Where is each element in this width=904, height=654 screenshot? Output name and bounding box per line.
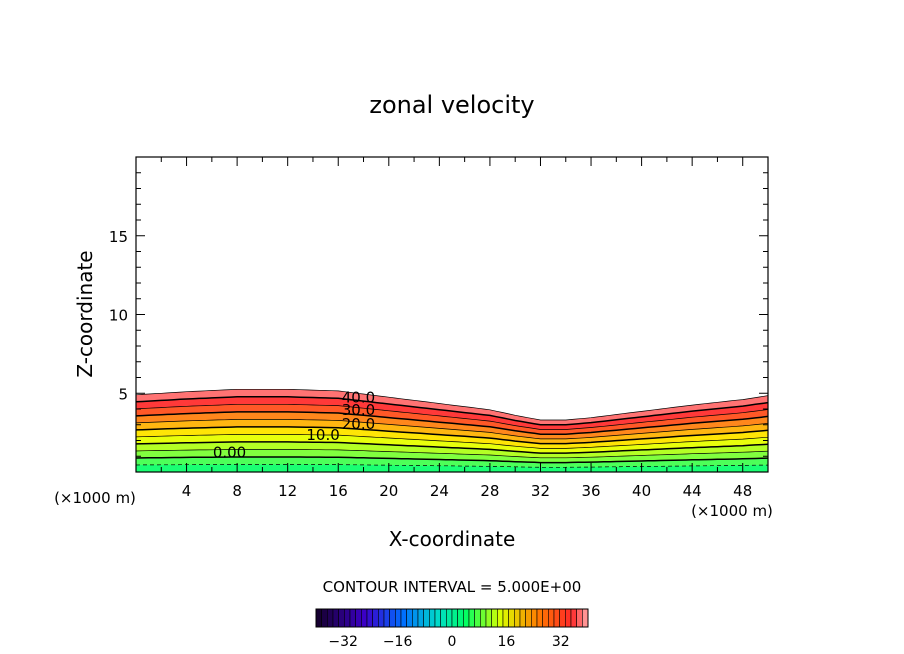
x-tick-label: 4 xyxy=(182,482,192,500)
colorbar-swatch xyxy=(491,608,498,628)
colorbar-swatch xyxy=(344,608,351,628)
colorbar-tick-label: −32 xyxy=(328,634,358,650)
colorbar-swatch xyxy=(389,608,396,628)
contour-labels: 40.030.020.010.0 0.00 xyxy=(213,388,375,461)
colorbar-swatch xyxy=(531,608,538,628)
contour-line xyxy=(136,456,768,464)
colorbar-swatch xyxy=(451,608,458,628)
colorbar-swatch xyxy=(553,608,560,628)
contour-line xyxy=(136,434,768,449)
y-tick-label: 10 xyxy=(109,307,128,325)
colorbar-swatch xyxy=(366,608,373,628)
colorbar-swatch xyxy=(361,608,368,628)
x-axis-label: X-coordinate xyxy=(389,527,516,551)
x-tick-label: 40 xyxy=(632,482,651,500)
colorbar-swatch xyxy=(536,608,543,628)
y-tick-label: 15 xyxy=(109,228,128,246)
contour-label: 0.00 xyxy=(213,444,246,462)
colorbar-swatch xyxy=(559,608,566,628)
x-unit-right: (×1000 m) xyxy=(691,502,773,520)
x-tick-label: 32 xyxy=(531,482,550,500)
colorbar-swatch xyxy=(576,608,583,628)
colorbar-labels: −32 −16 0 16 32 xyxy=(328,634,569,650)
colorbar-swatch xyxy=(446,608,453,628)
x-tick-label: 16 xyxy=(329,482,348,500)
contour-label: 30.0 xyxy=(342,401,375,419)
colorbar-swatch xyxy=(440,608,447,628)
y-axis: 5 10 15 xyxy=(109,172,768,457)
contour-band xyxy=(136,464,768,472)
colorbar-swatch xyxy=(355,608,362,628)
contour-line xyxy=(136,441,768,454)
colorbar-swatch xyxy=(457,608,464,628)
contour-line xyxy=(136,449,768,459)
colorbar-swatch xyxy=(434,608,441,628)
x-tick-label: 12 xyxy=(278,482,297,500)
colorbar-swatch xyxy=(502,608,509,628)
colorbar-swatch xyxy=(378,608,385,628)
contour-line xyxy=(136,396,768,426)
colorbar-swatch xyxy=(372,608,379,628)
colorbar-swatch xyxy=(332,608,339,628)
colorbar-swatch xyxy=(570,608,577,628)
colorbar-swatch xyxy=(485,608,492,628)
colorbar-swatch xyxy=(514,608,521,628)
colorbar-swatch xyxy=(429,608,436,628)
colorbar-swatch xyxy=(315,608,322,628)
x-tick-label: 24 xyxy=(430,482,449,500)
colorbar-swatch xyxy=(463,608,470,628)
contour-label: 20.0 xyxy=(342,415,375,433)
x-axis: 4 8 12 16 20 24 28 32 36 40 44 48 xyxy=(160,157,752,500)
colorbar-swatch xyxy=(582,608,589,628)
contour-label: 40.0 xyxy=(342,388,375,406)
x-tick-label: 20 xyxy=(379,482,398,500)
x-unit-left: (×1000 m) xyxy=(54,489,136,507)
y-tick-label: 5 xyxy=(118,385,128,403)
colorbar-frame xyxy=(315,608,589,628)
x-tick-label: 44 xyxy=(683,482,702,500)
contour-line xyxy=(136,411,768,435)
colorbar-swatch xyxy=(542,608,549,628)
colorbar xyxy=(315,608,589,628)
x-tick-label: 8 xyxy=(232,482,242,500)
colorbar-swatch xyxy=(468,608,475,628)
contour-label: 10.0 xyxy=(306,426,339,444)
y-axis-label: Z-coordinate xyxy=(73,250,97,377)
x-tick-label: 28 xyxy=(480,482,499,500)
x-tick-label: 48 xyxy=(733,482,752,500)
colorbar-swatch xyxy=(400,608,407,628)
colorbar-tick-label: 0 xyxy=(448,634,457,650)
colorbar-swatch xyxy=(406,608,413,628)
colorbar-swatch xyxy=(565,608,572,628)
colorbar-swatch xyxy=(395,608,402,628)
contour-line xyxy=(136,388,768,421)
colorbar-tick-label: 32 xyxy=(552,634,570,650)
colorbar-swatch xyxy=(519,608,526,628)
colorbar-swatch xyxy=(525,608,532,628)
colorbar-swatch xyxy=(474,608,481,628)
colorbar-swatch xyxy=(321,608,328,628)
chart-title: zonal velocity xyxy=(369,91,534,119)
x-tick-label: 36 xyxy=(581,482,600,500)
colorbar-swatch xyxy=(423,608,430,628)
colorbar-swatch xyxy=(480,608,487,628)
colorbar-swatch xyxy=(508,608,515,628)
contour-line xyxy=(136,403,768,430)
colorbar-swatch xyxy=(327,608,334,628)
colorbar-tick-label: 16 xyxy=(497,634,515,650)
colorbar-swatch xyxy=(412,608,419,628)
contour-line xyxy=(136,426,768,445)
contour-lines xyxy=(136,388,768,468)
colorbar-swatch xyxy=(497,608,504,628)
colorbar-swatch xyxy=(417,608,424,628)
colorbar-swatch xyxy=(383,608,390,628)
colorbar-swatch xyxy=(338,608,345,628)
contour-line xyxy=(136,464,768,468)
contour-line xyxy=(136,419,768,440)
colorbar-swatch xyxy=(349,608,356,628)
colorbar-swatch xyxy=(548,608,555,628)
colorbar-tick-label: −16 xyxy=(383,634,413,650)
contour-interval-label: CONTOUR INTERVAL = 5.000E+00 xyxy=(323,578,582,596)
